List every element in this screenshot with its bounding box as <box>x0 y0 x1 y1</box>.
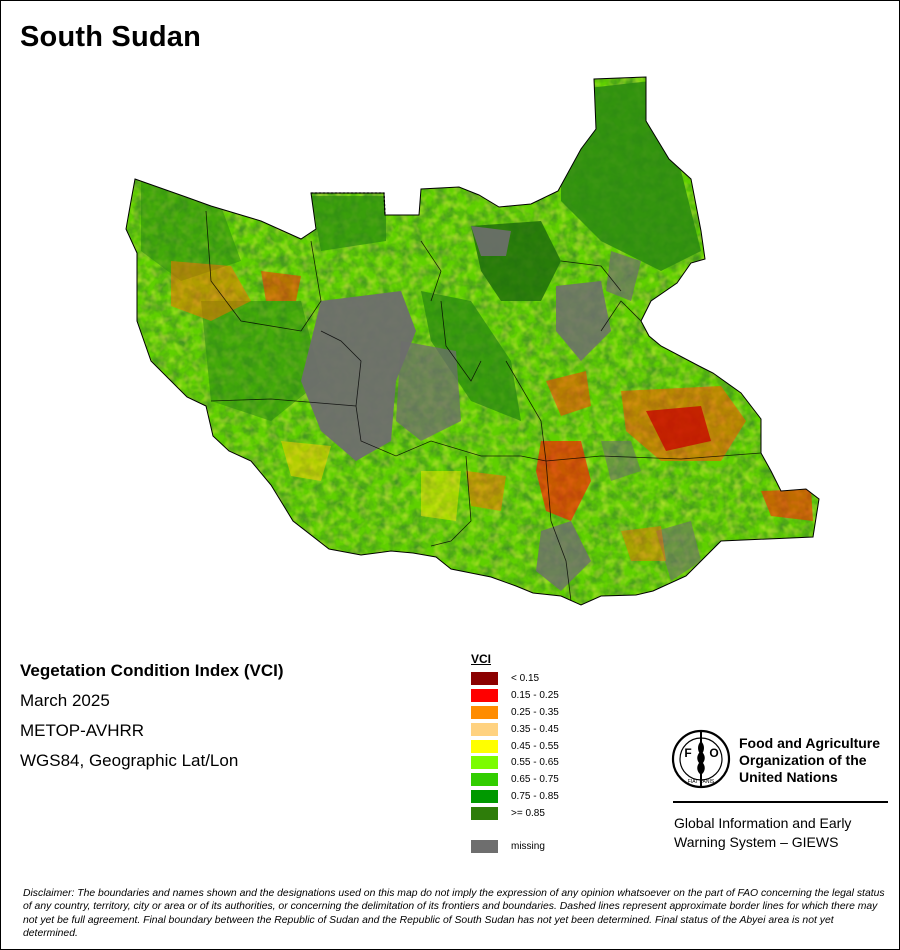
fao-emblem-icon: F A O FIAT PANIS <box>671 729 731 789</box>
map-info: Vegetation Condition Index (VCI) March 2… <box>20 656 284 776</box>
giews-line: Global Information and Early <box>674 815 852 831</box>
legend-label: 0.45 - 0.55 <box>511 740 559 752</box>
legend-item: 0.65 - 0.75 <box>471 771 559 788</box>
giews-name: Global Information and Early Warning Sys… <box>674 814 851 852</box>
legend-item: 0.45 - 0.55 <box>471 738 559 755</box>
legend-title: VCI <box>471 652 492 666</box>
giews-line: Warning System – GIEWS <box>674 834 839 850</box>
period-label: March 2025 <box>20 691 110 710</box>
emblem-letter-o: O <box>709 746 718 760</box>
vci-legend: VCI < 0.15 0.15 - 0.25 0.25 - 0.35 0.35 … <box>471 652 559 855</box>
legend-item: 0.75 - 0.85 <box>471 788 559 805</box>
legend-item: 0.55 - 0.65 <box>471 754 559 771</box>
state-boundaries <box>205 210 762 602</box>
divider <box>673 801 888 803</box>
legend-swatch <box>471 756 498 770</box>
legend-item: < 0.15 <box>471 670 559 687</box>
legend-item: 0.35 - 0.45 <box>471 721 559 738</box>
legend-item-missing: missing <box>471 838 559 855</box>
legend-label: missing <box>511 840 545 852</box>
country-border <box>125 76 820 606</box>
map-title: South Sudan <box>20 21 202 53</box>
legend-label: 0.15 - 0.25 <box>511 689 559 701</box>
legend-swatch <box>471 705 498 719</box>
legend-item: 0.15 - 0.25 <box>471 687 559 704</box>
legend-item: 0.25 - 0.35 <box>471 704 559 721</box>
projection-label: WGS84, Geographic Lat/Lon <box>20 751 239 770</box>
legend-label: 0.55 - 0.65 <box>511 757 559 769</box>
legend-label: 0.25 - 0.35 <box>511 706 559 718</box>
emblem-letter-f: F <box>684 746 691 760</box>
legend-label: 0.75 - 0.85 <box>511 791 559 803</box>
legend-label: 0.65 - 0.75 <box>511 774 559 786</box>
legend-item: >= 0.85 <box>471 805 559 822</box>
legend-swatch <box>471 739 498 753</box>
legend-label: >= 0.85 <box>511 808 545 820</box>
legend-swatch <box>471 688 498 702</box>
disclaimer: Disclaimer: The boundaries and names sho… <box>23 888 885 940</box>
vci-map <box>125 76 820 606</box>
legend-swatch <box>471 790 498 804</box>
sensor-label: METOP-AVHRR <box>20 721 145 740</box>
fao-name: Food and Agriculture Organization of the… <box>739 735 880 786</box>
fao-name-line: United Nations <box>739 769 838 785</box>
undetermined-boundary <box>311 192 386 216</box>
legend-label: < 0.15 <box>511 672 540 684</box>
fao-name-line: Food and Agriculture <box>739 735 881 751</box>
legend-swatch <box>471 839 498 853</box>
fao-name-line: Organization of the <box>739 752 867 768</box>
legend-swatch <box>471 722 498 736</box>
product-title: Vegetation Condition Index (VCI) <box>20 661 284 680</box>
legend-swatch <box>471 671 498 685</box>
legend-swatch <box>471 807 498 821</box>
legend-label: 0.35 - 0.45 <box>511 723 559 735</box>
emblem-motto: FIAT PANIS <box>688 779 715 785</box>
legend-swatch <box>471 773 498 787</box>
vci-raster <box>126 77 819 605</box>
